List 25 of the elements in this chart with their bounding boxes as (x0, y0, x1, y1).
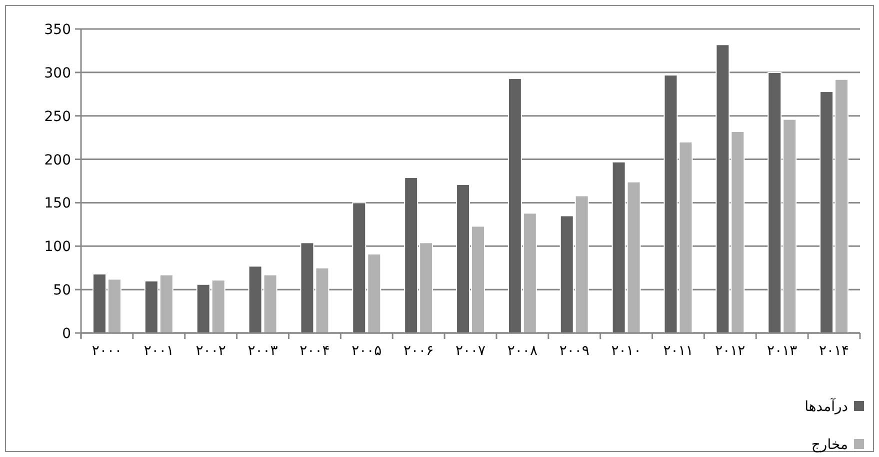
x-tick-label: ۲۰۰۶ (404, 343, 434, 359)
x-tick-label: ۲۰۱۱ (663, 343, 694, 359)
y-tick-label: 0 (62, 326, 71, 342)
y-tick-label: 150 (44, 196, 71, 212)
x-tick-label: ۲۰۰۹ (559, 343, 590, 359)
x-tick-label: ۲۰۱۲ (715, 343, 746, 359)
x-tick-label: ۲۰۰۵ (352, 343, 382, 359)
y-tick-label: 200 (44, 152, 71, 168)
y-tick-label: 350 (44, 22, 71, 38)
x-tick-label: ۲۰۰۷ (455, 343, 486, 359)
x-tick-label: ۲۰۰۰ (92, 343, 122, 359)
x-tick-label: ۲۰۱۰ (611, 343, 642, 359)
x-tick-label: ۲۰۱۳ (767, 343, 798, 359)
x-tick-label: ۲۰۱۴ (818, 343, 850, 359)
legend-label: درآمدها (804, 397, 848, 415)
y-tick-label: 250 (44, 108, 71, 125)
legend-label: مخارج (811, 437, 848, 453)
x-tick-label: ۲۰۰۳ (248, 343, 278, 359)
y-tick-label: 100 (44, 239, 71, 256)
y-tick-label: 50 (53, 282, 71, 299)
x-tick-label: ۲۰۰۱ (144, 343, 174, 359)
y-tick-label: 300 (44, 65, 71, 82)
x-tick-label: ۲۰۰۲ (196, 343, 226, 359)
x-tick-label: ۲۰۰۸ (507, 343, 538, 359)
x-tick-label: ۲۰۰۴ (300, 343, 330, 359)
